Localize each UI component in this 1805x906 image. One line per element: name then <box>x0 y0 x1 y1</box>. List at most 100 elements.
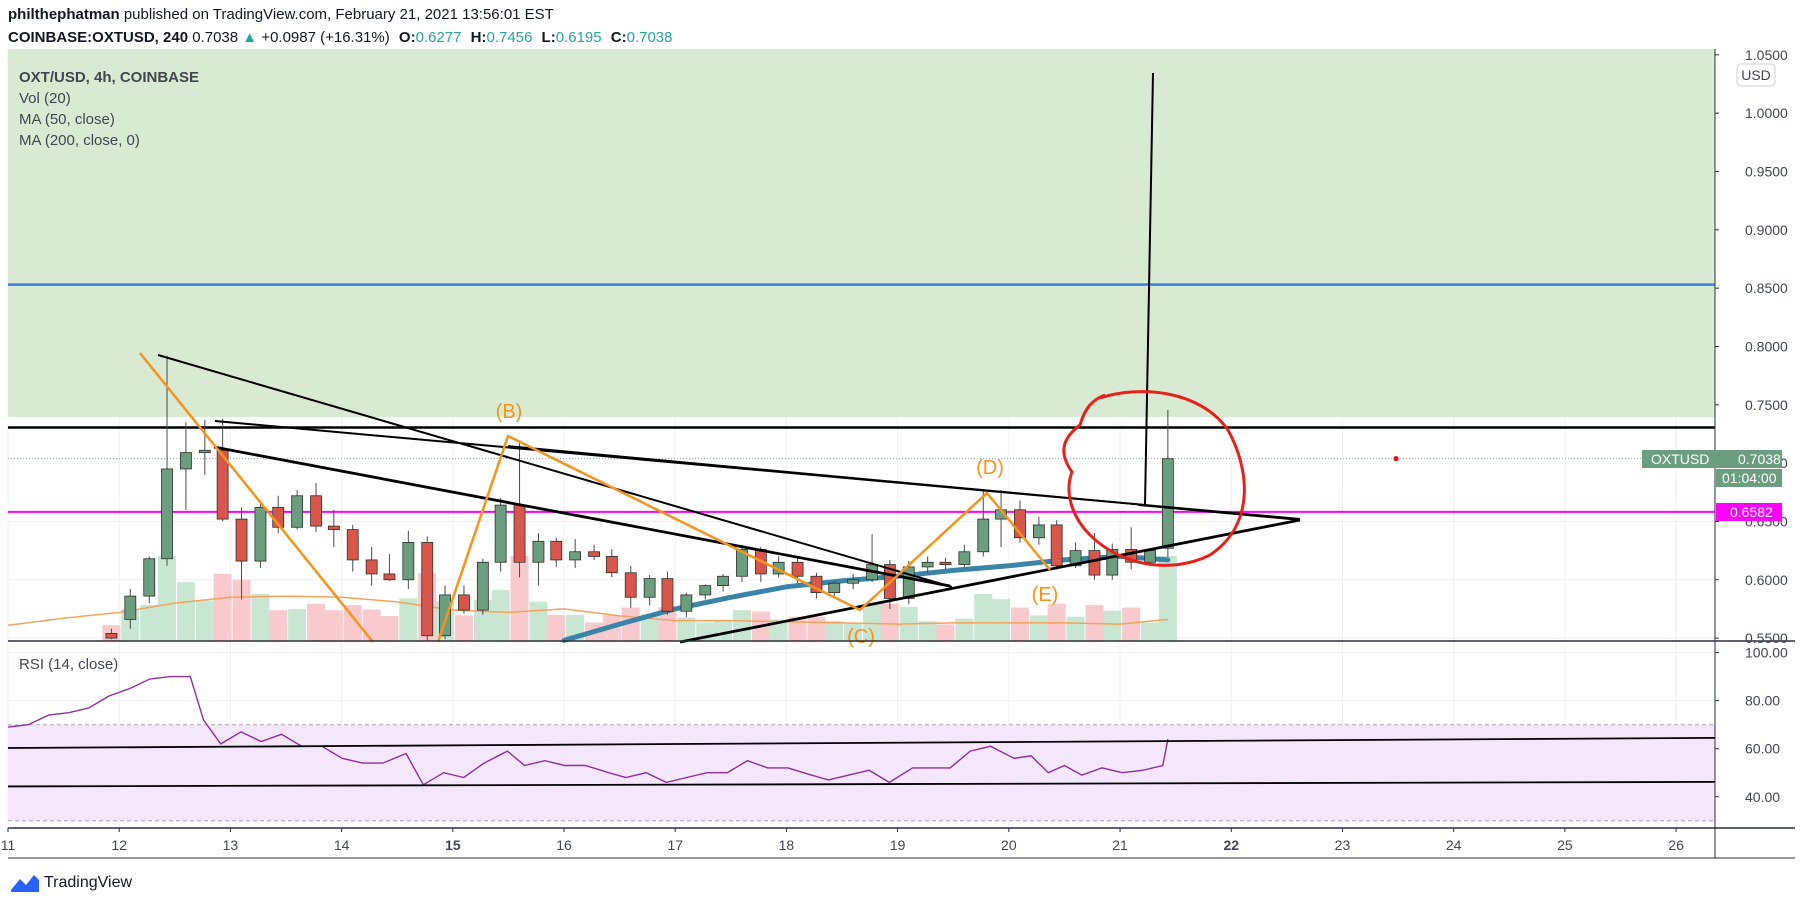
low-label: L: <box>541 29 556 46</box>
legend-ma200: MA (200, close, 0) <box>19 132 140 149</box>
symbol-price-tag <box>1642 450 1782 468</box>
candle-down <box>939 561 952 565</box>
candle-down <box>1014 509 1026 539</box>
tradingview-brand[interactable]: TradingView <box>10 873 132 893</box>
candle <box>476 558 489 615</box>
currency-badge[interactable] <box>1736 63 1776 87</box>
candle-down <box>588 551 600 557</box>
volume-bar <box>955 618 974 641</box>
candle-up <box>1069 550 1082 567</box>
candle-up <box>180 452 192 470</box>
candle-down <box>216 449 229 520</box>
candle <box>254 501 267 569</box>
time-tick-label: 14 <box>334 837 350 853</box>
volume-bar <box>324 610 343 641</box>
candle-down <box>661 578 674 612</box>
volume-bar <box>844 622 863 641</box>
volume-bar <box>547 614 566 641</box>
volume-bar <box>1066 616 1085 641</box>
time-tick-label: 21 <box>1112 837 1128 853</box>
price-tag-value: 0.7038 <box>1738 451 1781 467</box>
candle <box>699 584 712 600</box>
volume-bar <box>640 614 659 641</box>
volume-bars <box>102 556 1177 641</box>
candle <box>458 585 470 614</box>
candles <box>105 355 1174 641</box>
candle-down <box>421 542 434 637</box>
candle <box>717 573 729 592</box>
volume-bar <box>510 556 529 641</box>
time-tick-label: 15 <box>445 837 461 853</box>
volume-bar <box>1158 556 1177 641</box>
time-tick-label: 18 <box>779 837 795 853</box>
time-tick-label: 25 <box>1557 837 1573 853</box>
candle-down <box>105 633 118 639</box>
close-value: 0.7038 <box>626 29 673 46</box>
time-tick-label: 17 <box>667 837 683 853</box>
volume-bar <box>825 621 844 641</box>
volume-bar <box>936 624 955 641</box>
symbol-line: COINBASE:OXTUSD, 240 0.7038 ▲ +0.0987 (+… <box>8 29 673 46</box>
legend-ma50: MA (50, close) <box>19 111 115 128</box>
volume-bar <box>732 610 751 641</box>
candle-up <box>291 495 304 528</box>
rsi-upper-trendline <box>7 737 1716 749</box>
symbol-label: COINBASE:OXTUSD, 240 <box>8 29 189 46</box>
volume-bar <box>213 573 232 641</box>
candle <box>569 538 582 569</box>
volume-bar <box>918 621 937 641</box>
trendline-upper-outer <box>157 354 953 588</box>
candle-up <box>254 507 267 562</box>
candle <box>383 554 396 581</box>
candle <box>346 524 359 572</box>
candle <box>550 537 563 567</box>
candle-up <box>828 582 841 593</box>
axes: 1.0500 1.0000 0.9500 0.9000 0.8500 0.8000 0.75… <box>1 47 1795 859</box>
candle-up <box>1144 550 1156 563</box>
candle-down <box>605 556 618 574</box>
price-tick-label: 0.9000 <box>1745 222 1788 238</box>
time-tick-label: 13 <box>223 837 239 853</box>
currency-badge-label: USD <box>1741 67 1771 83</box>
last-price: 0.7038 <box>192 29 239 46</box>
candle <box>235 507 248 600</box>
candle-up <box>643 578 656 598</box>
volume-bar <box>158 556 177 641</box>
target-zone <box>8 49 1715 418</box>
candle <box>828 580 841 599</box>
candle-up <box>402 542 415 581</box>
trendline-b-to-d <box>507 445 1146 506</box>
open-value: 0.6277 <box>415 29 462 46</box>
volume-bar <box>714 621 733 641</box>
candle-down <box>513 504 526 563</box>
candle <box>494 498 507 572</box>
price-tick-label: 0.5500 <box>1745 630 1788 646</box>
candle <box>291 489 304 530</box>
candle-down <box>1125 549 1138 563</box>
volume-bar <box>863 604 882 641</box>
price-change: +0.0987 (+16.31%) <box>261 29 390 46</box>
tradingview-logo-icon <box>11 875 39 892</box>
candle-up <box>699 585 712 596</box>
volume-bar <box>1122 607 1141 641</box>
candle <box>327 509 340 548</box>
candle <box>421 536 434 641</box>
pattern-label: (C) <box>847 626 875 648</box>
high-value: 0.7456 <box>486 29 533 46</box>
candle <box>643 575 656 606</box>
candle <box>624 565 637 608</box>
volume-bar <box>251 593 270 641</box>
time-tick-label: 19 <box>890 837 906 853</box>
candle <box>661 571 674 615</box>
candle <box>1050 520 1063 570</box>
author-name[interactable]: philthephatman <box>8 6 120 23</box>
candle-down <box>365 559 378 575</box>
candle-up <box>494 504 507 563</box>
time-tick-label: 22 <box>1223 837 1239 853</box>
pattern-leg-a <box>139 352 374 643</box>
time-tick-label: 23 <box>1335 837 1351 853</box>
rsi-line <box>7 675 1169 786</box>
price-tick-label: 0.7500 <box>1745 397 1788 413</box>
candle-down <box>624 572 637 598</box>
